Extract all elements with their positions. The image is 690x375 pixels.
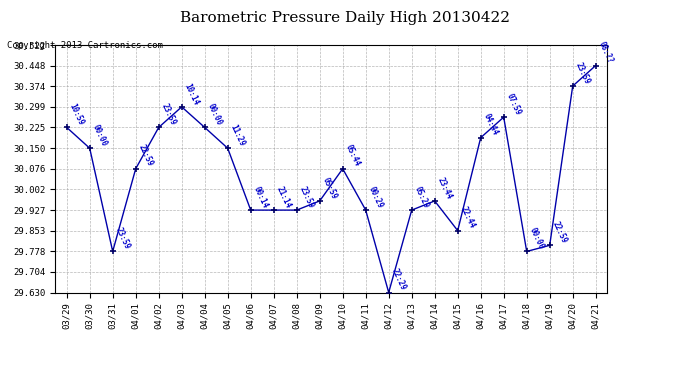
Text: 05:29: 05:29 (413, 185, 431, 210)
Text: 21:14: 21:14 (275, 185, 293, 210)
Text: 22:29: 22:29 (390, 267, 408, 292)
Text: 11:29: 11:29 (229, 123, 247, 148)
Text: 23:59: 23:59 (114, 226, 132, 251)
Text: 00:14: 00:14 (252, 185, 270, 210)
Text: 07:59: 07:59 (505, 92, 523, 117)
Text: 22:59: 22:59 (551, 220, 569, 245)
Text: 10:14: 10:14 (183, 81, 201, 106)
Text: 23:59: 23:59 (574, 61, 592, 86)
Text: 22:59: 22:59 (137, 143, 155, 168)
Text: 23:59: 23:59 (160, 102, 178, 127)
Text: 10:59: 10:59 (68, 102, 86, 127)
Text: 05:44: 05:44 (344, 143, 362, 168)
Text: 00:29: 00:29 (367, 185, 385, 210)
Text: 00:00: 00:00 (206, 102, 224, 127)
Text: 00:00: 00:00 (91, 123, 109, 148)
Text: 22:44: 22:44 (459, 205, 477, 230)
Text: Copyright 2013 Cartronics.com: Copyright 2013 Cartronics.com (7, 41, 163, 50)
Text: 04:44: 04:44 (482, 112, 500, 137)
Text: 00:00: 00:00 (528, 226, 546, 251)
Text: 08:??: 08:?? (597, 40, 615, 65)
Text: 23:59: 23:59 (298, 185, 316, 210)
Text: Barometric Pressure Daily High 20130422: Barometric Pressure Daily High 20130422 (180, 11, 510, 25)
Text: 23:44: 23:44 (436, 176, 454, 200)
Text: 05:59: 05:59 (321, 176, 339, 200)
